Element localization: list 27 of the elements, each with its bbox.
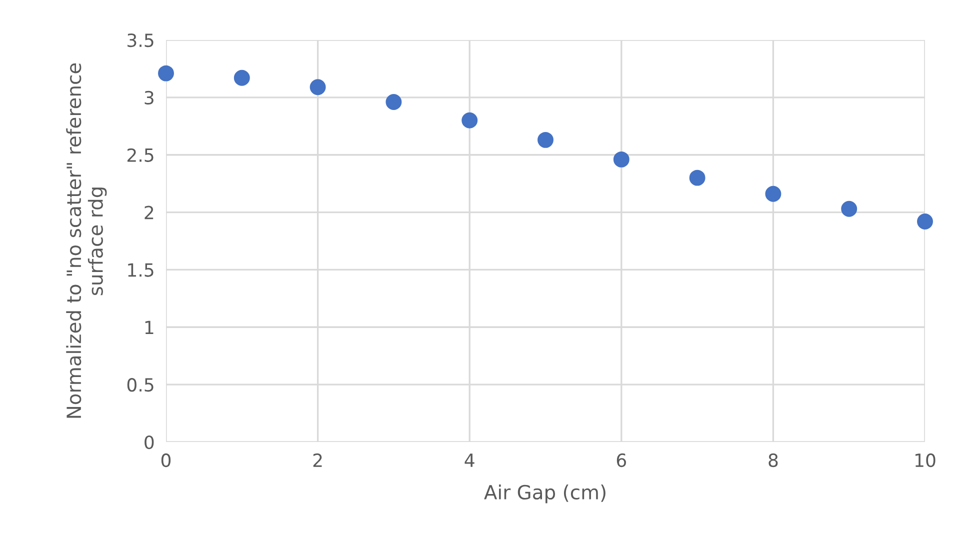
y-tick-label: 3	[144, 90, 154, 105]
point	[538, 132, 554, 148]
x-tick-label: 8	[768, 453, 778, 468]
x-tick-label: 10	[915, 453, 936, 468]
x-tick-label: 2	[313, 453, 322, 467]
x-axis-title: Air Gap (cm)	[484, 484, 606, 504]
point	[234, 70, 250, 86]
y-tick-label: 0	[144, 435, 154, 450]
point	[613, 151, 630, 168]
y-tick-label: 2.5	[128, 148, 154, 162]
point	[158, 65, 174, 82]
x-tick-label: 4	[464, 454, 474, 467]
point	[917, 213, 933, 230]
point	[689, 170, 706, 186]
point	[310, 79, 326, 96]
y-axis-title: Normalized to "no scatter" reference surface rdg	[66, 63, 107, 418]
y-tick-label: 0.5	[127, 378, 154, 392]
y-tick-label: 2	[144, 206, 154, 220]
point	[462, 112, 478, 128]
x-tick-label: 6	[616, 453, 626, 468]
y-tick-label: 3.5	[128, 33, 154, 48]
point	[841, 200, 858, 217]
point	[386, 94, 402, 110]
point	[765, 186, 782, 202]
x-tick-label: 0	[161, 453, 171, 468]
y-tick-label: 1	[145, 320, 154, 334]
y-tick-label: 1.5	[128, 263, 154, 277]
